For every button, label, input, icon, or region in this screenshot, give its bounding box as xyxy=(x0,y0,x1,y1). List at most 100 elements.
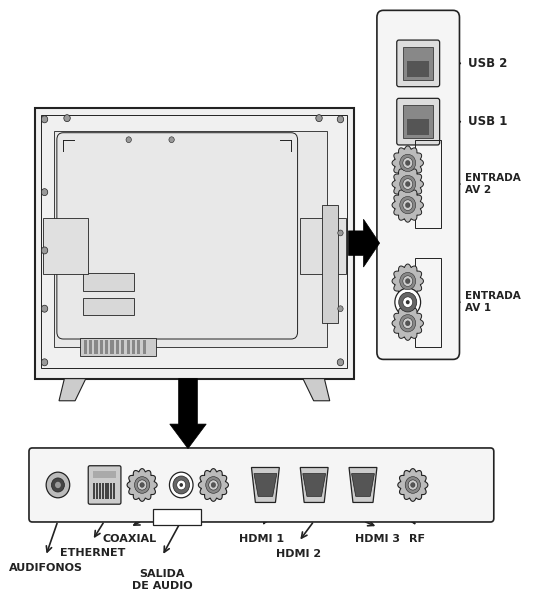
Circle shape xyxy=(55,482,61,488)
FancyBboxPatch shape xyxy=(377,10,460,359)
Bar xyxy=(100,340,103,354)
Bar xyxy=(415,258,441,347)
Text: SALIDA
DE AUDIO: SALIDA DE AUDIO xyxy=(132,569,192,591)
Circle shape xyxy=(411,482,415,487)
Polygon shape xyxy=(170,378,206,448)
Text: R: R xyxy=(418,158,425,167)
Text: HDMI 1: HDMI 1 xyxy=(239,534,284,544)
Circle shape xyxy=(405,181,410,186)
Bar xyxy=(80,338,155,356)
Polygon shape xyxy=(392,264,423,298)
Circle shape xyxy=(337,116,344,123)
Polygon shape xyxy=(392,146,423,180)
Bar xyxy=(94,340,98,354)
Text: L: L xyxy=(162,512,168,522)
Bar xyxy=(121,340,124,354)
Text: AUDIFONOS: AUDIFONOS xyxy=(9,564,83,573)
Polygon shape xyxy=(349,467,377,503)
Circle shape xyxy=(169,137,174,143)
Text: HDMI 2: HDMI 2 xyxy=(276,549,321,559)
Text: COAXIAL: COAXIAL xyxy=(103,534,157,544)
Circle shape xyxy=(406,300,410,304)
FancyBboxPatch shape xyxy=(29,448,494,522)
Bar xyxy=(99,483,101,499)
Bar xyxy=(43,219,88,274)
Text: USB 2: USB 2 xyxy=(467,57,507,70)
Bar xyxy=(93,483,95,499)
Circle shape xyxy=(400,315,416,332)
Circle shape xyxy=(403,318,412,328)
Text: R: R xyxy=(185,512,193,522)
Bar xyxy=(116,340,119,354)
Polygon shape xyxy=(198,469,229,501)
Circle shape xyxy=(403,158,412,168)
Circle shape xyxy=(338,306,343,312)
Text: HDMI 3: HDMI 3 xyxy=(356,534,401,544)
Bar xyxy=(300,219,346,274)
Bar xyxy=(83,273,134,291)
Text: V: V xyxy=(418,319,425,328)
Circle shape xyxy=(64,115,70,122)
Bar xyxy=(41,115,347,368)
Circle shape xyxy=(206,476,221,493)
Bar xyxy=(153,509,201,525)
Polygon shape xyxy=(59,378,86,401)
Bar xyxy=(322,205,338,323)
Circle shape xyxy=(176,480,186,490)
Bar xyxy=(110,483,112,499)
Polygon shape xyxy=(254,473,277,496)
Circle shape xyxy=(169,472,193,498)
Text: V: V xyxy=(418,201,425,210)
Bar xyxy=(84,340,87,354)
Bar xyxy=(132,340,135,354)
Circle shape xyxy=(403,276,412,287)
Circle shape xyxy=(173,476,189,494)
Circle shape xyxy=(398,293,417,312)
Circle shape xyxy=(395,288,421,316)
Bar xyxy=(93,471,116,478)
Circle shape xyxy=(408,480,417,490)
Circle shape xyxy=(316,115,322,122)
Polygon shape xyxy=(392,167,423,201)
Bar xyxy=(35,107,354,378)
Text: R: R xyxy=(418,276,425,285)
Bar xyxy=(415,140,441,229)
Polygon shape xyxy=(303,473,326,496)
Text: ETHERNET: ETHERNET xyxy=(59,547,125,558)
Circle shape xyxy=(400,176,416,193)
Circle shape xyxy=(400,154,416,171)
Circle shape xyxy=(179,483,183,487)
FancyBboxPatch shape xyxy=(397,40,440,87)
Polygon shape xyxy=(351,473,375,496)
Polygon shape xyxy=(303,378,330,401)
Circle shape xyxy=(405,476,421,493)
Circle shape xyxy=(52,478,64,492)
Bar xyxy=(113,483,115,499)
Circle shape xyxy=(405,279,410,284)
Circle shape xyxy=(405,202,410,208)
Circle shape xyxy=(41,305,48,312)
Circle shape xyxy=(46,472,70,498)
Circle shape xyxy=(400,196,416,214)
Text: USB 1: USB 1 xyxy=(467,115,507,128)
Bar xyxy=(403,47,433,79)
Circle shape xyxy=(403,297,412,307)
Circle shape xyxy=(403,179,412,189)
Polygon shape xyxy=(127,469,157,501)
Text: L: L xyxy=(418,180,424,189)
Text: L: L xyxy=(418,298,424,307)
Text: ENTRADA
AV 2: ENTRADA AV 2 xyxy=(466,173,521,195)
Bar xyxy=(105,340,108,354)
Polygon shape xyxy=(392,188,423,222)
Bar xyxy=(143,340,146,354)
Circle shape xyxy=(41,247,48,254)
Circle shape xyxy=(400,272,416,290)
Polygon shape xyxy=(300,467,328,503)
Circle shape xyxy=(134,476,150,493)
Bar xyxy=(102,483,104,499)
Circle shape xyxy=(337,359,344,366)
Polygon shape xyxy=(392,306,423,340)
Polygon shape xyxy=(349,219,380,267)
Bar xyxy=(110,340,114,354)
Text: RF: RF xyxy=(409,534,425,544)
